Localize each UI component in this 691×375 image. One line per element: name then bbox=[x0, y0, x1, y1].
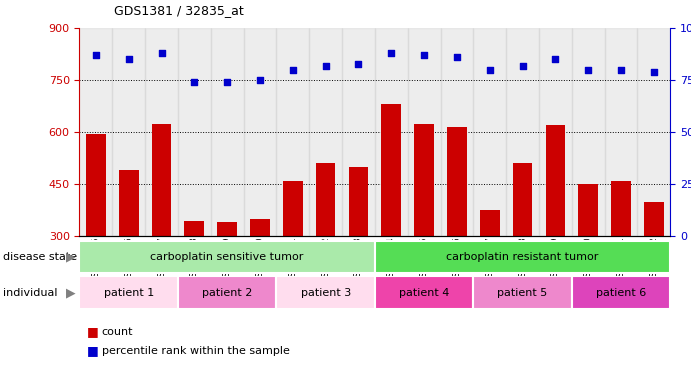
Text: patient 6: patient 6 bbox=[596, 288, 646, 297]
Bar bbox=[276, 28, 309, 236]
Bar bbox=[480, 210, 500, 236]
Point bbox=[189, 79, 200, 85]
Text: ■: ■ bbox=[86, 344, 98, 357]
Text: ▶: ▶ bbox=[66, 286, 76, 299]
Point bbox=[419, 52, 430, 58]
Bar bbox=[539, 28, 571, 236]
Bar bbox=[86, 134, 106, 236]
Point bbox=[254, 77, 265, 83]
Text: individual: individual bbox=[3, 288, 58, 297]
Bar bbox=[309, 28, 342, 236]
Bar bbox=[637, 28, 670, 236]
Text: GDS1381 / 32835_at: GDS1381 / 32835_at bbox=[114, 4, 244, 17]
FancyBboxPatch shape bbox=[375, 276, 473, 309]
Bar bbox=[184, 220, 204, 236]
Bar bbox=[375, 28, 408, 236]
Point bbox=[91, 52, 102, 58]
Point bbox=[517, 63, 528, 69]
Text: patient 2: patient 2 bbox=[202, 288, 252, 297]
Bar bbox=[545, 125, 565, 236]
Text: patient 4: patient 4 bbox=[399, 288, 449, 297]
Text: carboplatin resistant tumor: carboplatin resistant tumor bbox=[446, 252, 599, 262]
FancyBboxPatch shape bbox=[473, 276, 571, 309]
Bar bbox=[513, 164, 532, 236]
Bar bbox=[348, 167, 368, 236]
Bar bbox=[211, 28, 243, 236]
Bar bbox=[414, 123, 434, 236]
Point bbox=[386, 50, 397, 56]
FancyBboxPatch shape bbox=[375, 241, 670, 273]
Bar bbox=[151, 123, 171, 236]
Bar bbox=[381, 104, 401, 236]
Point bbox=[353, 60, 364, 66]
Text: carboplatin sensitive tumor: carboplatin sensitive tumor bbox=[151, 252, 304, 262]
FancyBboxPatch shape bbox=[178, 276, 276, 309]
Bar bbox=[342, 28, 375, 236]
Bar bbox=[112, 28, 145, 236]
Bar bbox=[408, 28, 440, 236]
Bar bbox=[578, 184, 598, 236]
Point bbox=[451, 54, 462, 60]
FancyBboxPatch shape bbox=[571, 276, 670, 309]
Bar bbox=[217, 222, 237, 236]
FancyBboxPatch shape bbox=[79, 241, 375, 273]
Point bbox=[550, 56, 561, 62]
Point bbox=[287, 67, 299, 73]
FancyBboxPatch shape bbox=[276, 276, 375, 309]
Point bbox=[222, 79, 233, 85]
Bar bbox=[506, 28, 539, 236]
Point bbox=[320, 63, 331, 69]
Bar bbox=[611, 181, 631, 236]
Bar bbox=[316, 164, 335, 236]
Bar bbox=[605, 28, 637, 236]
Point bbox=[583, 67, 594, 73]
Point bbox=[484, 67, 495, 73]
Bar bbox=[571, 28, 605, 236]
Bar bbox=[178, 28, 211, 236]
Text: percentile rank within the sample: percentile rank within the sample bbox=[102, 346, 290, 355]
Bar bbox=[119, 170, 138, 236]
Point bbox=[616, 67, 627, 73]
Bar bbox=[250, 219, 269, 236]
Bar bbox=[243, 28, 276, 236]
Text: disease state: disease state bbox=[3, 252, 77, 262]
Text: ■: ■ bbox=[86, 326, 98, 338]
Text: patient 1: patient 1 bbox=[104, 288, 154, 297]
Point bbox=[648, 69, 659, 75]
Text: ▶: ▶ bbox=[66, 251, 76, 263]
Point bbox=[123, 56, 134, 62]
Bar bbox=[473, 28, 506, 236]
Point bbox=[156, 50, 167, 56]
Bar bbox=[440, 28, 473, 236]
Text: patient 5: patient 5 bbox=[498, 288, 548, 297]
Bar bbox=[447, 127, 466, 236]
Bar bbox=[644, 202, 663, 236]
Text: count: count bbox=[102, 327, 133, 337]
Bar bbox=[79, 28, 112, 236]
FancyBboxPatch shape bbox=[79, 276, 178, 309]
Bar bbox=[145, 28, 178, 236]
Bar bbox=[283, 181, 303, 236]
Text: patient 3: patient 3 bbox=[301, 288, 351, 297]
